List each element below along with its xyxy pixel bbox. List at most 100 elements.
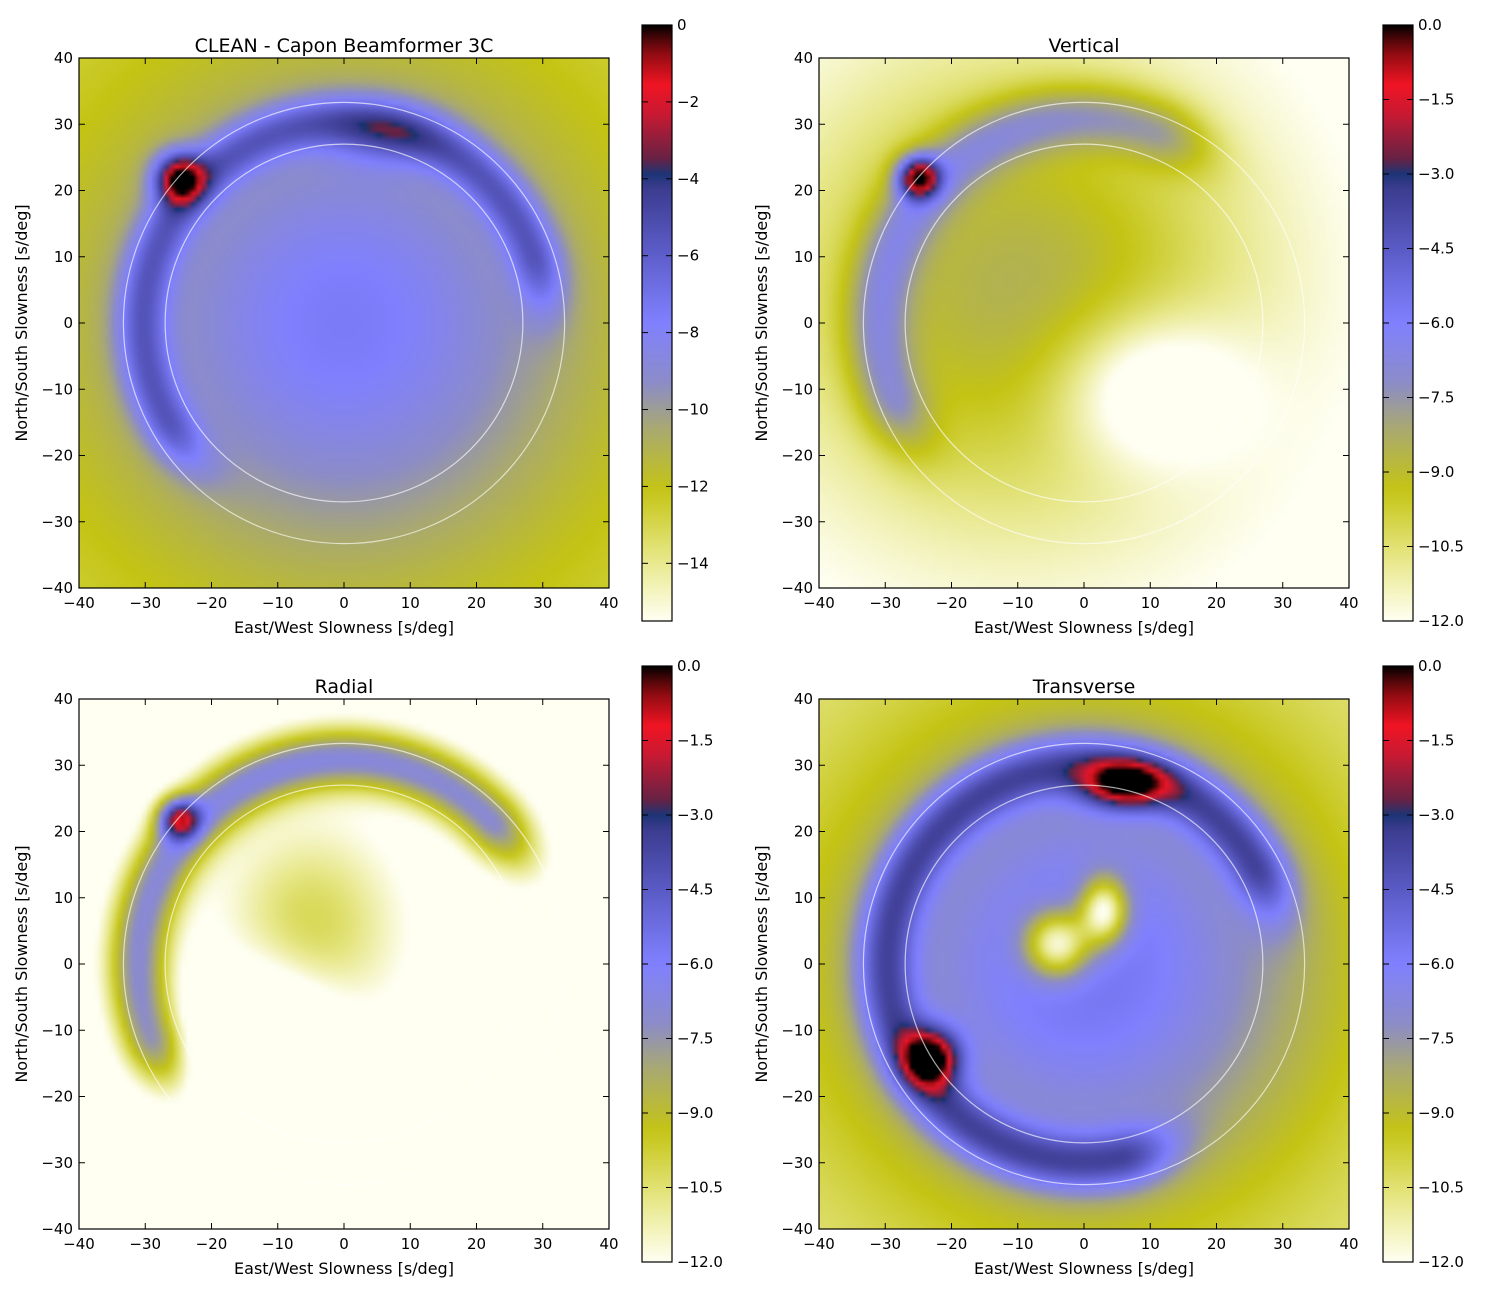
y-tick-label: 30 bbox=[794, 756, 813, 774]
x-tick-label: 20 bbox=[1207, 1235, 1226, 1253]
colorbar-tick-label: −9.0 bbox=[1418, 1104, 1454, 1122]
colorbar-capon bbox=[642, 25, 672, 621]
colorbar-tick-label: −12.0 bbox=[1418, 612, 1464, 630]
x-tick-label: −10 bbox=[262, 594, 294, 612]
xlabel-capon: East/West Slowness [s/deg] bbox=[234, 618, 454, 637]
x-tick-label: −30 bbox=[869, 594, 901, 612]
colorbar-tick-label: −6.0 bbox=[677, 955, 713, 973]
y-tick-label: −30 bbox=[41, 1154, 73, 1172]
colorbar-tick-label: −10 bbox=[677, 401, 709, 419]
colorbar-tick-label: −9.0 bbox=[677, 1104, 713, 1122]
x-tick-label: 20 bbox=[1207, 594, 1226, 612]
x-tick-label: −20 bbox=[936, 594, 968, 612]
heatmap-transverse bbox=[819, 699, 1349, 1229]
x-tick-label: 30 bbox=[533, 594, 552, 612]
colorbar-tick-label: −12 bbox=[677, 477, 709, 495]
y-tick-label: 10 bbox=[794, 248, 813, 266]
panel-vertical: −40 −30 −20 −10 0 10 20 30 40 −40 −30 −20 −10 0 10 20 30… bbox=[752, 16, 1464, 637]
colorbar-tick-label: −4.5 bbox=[1418, 240, 1454, 258]
ring-vertical-2 bbox=[862, 101, 1306, 545]
colorbar-tick-label: −3.0 bbox=[1418, 806, 1454, 824]
x-tick-label: −30 bbox=[129, 594, 161, 612]
y-tick-label: 10 bbox=[794, 889, 813, 907]
colorbar-tick-label: −6.0 bbox=[1418, 314, 1454, 332]
x-tick-label: 0 bbox=[339, 1235, 349, 1253]
colorbar-tick-label: 0.0 bbox=[1418, 657, 1442, 675]
y-tick-label: 40 bbox=[794, 49, 813, 67]
x-tick-label: 30 bbox=[1273, 594, 1292, 612]
y-tick-label: −40 bbox=[781, 1220, 813, 1238]
y-tick-label: 0 bbox=[63, 314, 73, 332]
y-tick-label: 20 bbox=[54, 823, 73, 841]
colorbar-tick-label: 0.0 bbox=[677, 657, 701, 675]
title-radial: Radial bbox=[315, 676, 374, 698]
y-tick-label: 0 bbox=[803, 314, 813, 332]
y-tick-label: 20 bbox=[794, 823, 813, 841]
x-tick-label: 0 bbox=[1079, 1235, 1089, 1253]
y-tick-label: −10 bbox=[41, 1021, 73, 1039]
panel-capon: −40 −30 −20 −10 0 10 20 30 40−40−30−20−100102030… bbox=[12, 16, 709, 637]
ring-vertical-1 bbox=[904, 143, 1264, 503]
y-tick-label: 40 bbox=[54, 690, 73, 708]
y-tick-label: 30 bbox=[54, 115, 73, 133]
colorbar-tick-label: −10.5 bbox=[1418, 1179, 1464, 1197]
y-tick-label: 20 bbox=[794, 182, 813, 200]
x-tick-label: −40 bbox=[803, 1235, 835, 1253]
x-tick-label: −40 bbox=[63, 1235, 95, 1253]
x-tick-label: 10 bbox=[401, 594, 420, 612]
y-tick-label: −40 bbox=[41, 579, 73, 597]
xlabel-transverse: East/West Slowness [s/deg] bbox=[974, 1259, 1194, 1278]
x-tick-label: 10 bbox=[1141, 1235, 1160, 1253]
x-tick-label: 20 bbox=[467, 1235, 486, 1253]
ring-capon-1 bbox=[164, 143, 524, 503]
x-tick-label: −30 bbox=[129, 1235, 161, 1253]
ring-radial-2 bbox=[122, 742, 566, 1186]
ring-transverse-2 bbox=[862, 742, 1306, 1186]
y-tick-label: −20 bbox=[781, 447, 813, 465]
colorbar-tick-label: −12.0 bbox=[677, 1253, 723, 1271]
colorbar-tick-label: −7.5 bbox=[677, 1030, 713, 1048]
colorbar-tick-label: 0 bbox=[677, 16, 687, 34]
x-tick-label: 40 bbox=[599, 594, 618, 612]
ylabel-transverse: North/South Slowness [s/deg] bbox=[752, 845, 771, 1082]
y-tick-label: −20 bbox=[41, 447, 73, 465]
x-tick-label: 10 bbox=[401, 1235, 420, 1253]
x-tick-label: 40 bbox=[1339, 1235, 1358, 1253]
colorbar-tick-label: −12.0 bbox=[1418, 1253, 1464, 1271]
y-tick-label: 10 bbox=[54, 248, 73, 266]
panel-transverse: −40 −30 −20 −10 0 10 20 30 40 −40 −30 −20 −10 0 10 20 30… bbox=[752, 657, 1464, 1278]
x-tick-label: 0 bbox=[1079, 594, 1089, 612]
colorbar-tick-label: −2 bbox=[677, 93, 699, 111]
x-tick-label: 40 bbox=[1339, 594, 1358, 612]
y-tick-label: −30 bbox=[781, 513, 813, 531]
x-tick-label: −40 bbox=[63, 594, 95, 612]
colorbar-tick-label: −1.5 bbox=[1418, 91, 1454, 109]
colorbar-tick-label: −14 bbox=[677, 554, 709, 572]
ring-radial-1 bbox=[164, 784, 524, 1144]
y-tick-label: −40 bbox=[781, 579, 813, 597]
colorbar-tick-label: −6.0 bbox=[1418, 955, 1454, 973]
ring-capon-2 bbox=[122, 101, 566, 545]
title-capon: CLEAN - Capon Beamformer 3C bbox=[195, 35, 494, 57]
colorbar-tick-label: 0.0 bbox=[1418, 16, 1442, 34]
y-tick-label: −20 bbox=[41, 1088, 73, 1106]
y-tick-label: 20 bbox=[54, 182, 73, 200]
x-tick-label: −20 bbox=[936, 1235, 968, 1253]
x-tick-label: −40 bbox=[803, 594, 835, 612]
ylabel-radial: North/South Slowness [s/deg] bbox=[12, 845, 31, 1082]
x-tick-label: −20 bbox=[196, 594, 228, 612]
xlabel-radial: East/West Slowness [s/deg] bbox=[234, 1259, 454, 1278]
y-tick-label: 0 bbox=[63, 955, 73, 973]
x-tick-label: −10 bbox=[1002, 594, 1034, 612]
x-tick-label: −10 bbox=[262, 1235, 294, 1253]
y-tick-label: 30 bbox=[54, 756, 73, 774]
x-tick-label: 40 bbox=[599, 1235, 618, 1253]
colorbar-tick-label: −10.5 bbox=[677, 1179, 723, 1197]
y-tick-label: 10 bbox=[54, 889, 73, 907]
colorbar-tick-label: −1.5 bbox=[1418, 732, 1454, 750]
ylabel-vertical: North/South Slowness [s/deg] bbox=[752, 204, 771, 441]
y-tick-label: −10 bbox=[781, 1021, 813, 1039]
ylabel-capon: North/South Slowness [s/deg] bbox=[12, 204, 31, 441]
panel-radial: −40 −30 −20 −10 0 10 20 30 40 −40 −30 −20 −10 0 10 20 30… bbox=[12, 657, 723, 1278]
